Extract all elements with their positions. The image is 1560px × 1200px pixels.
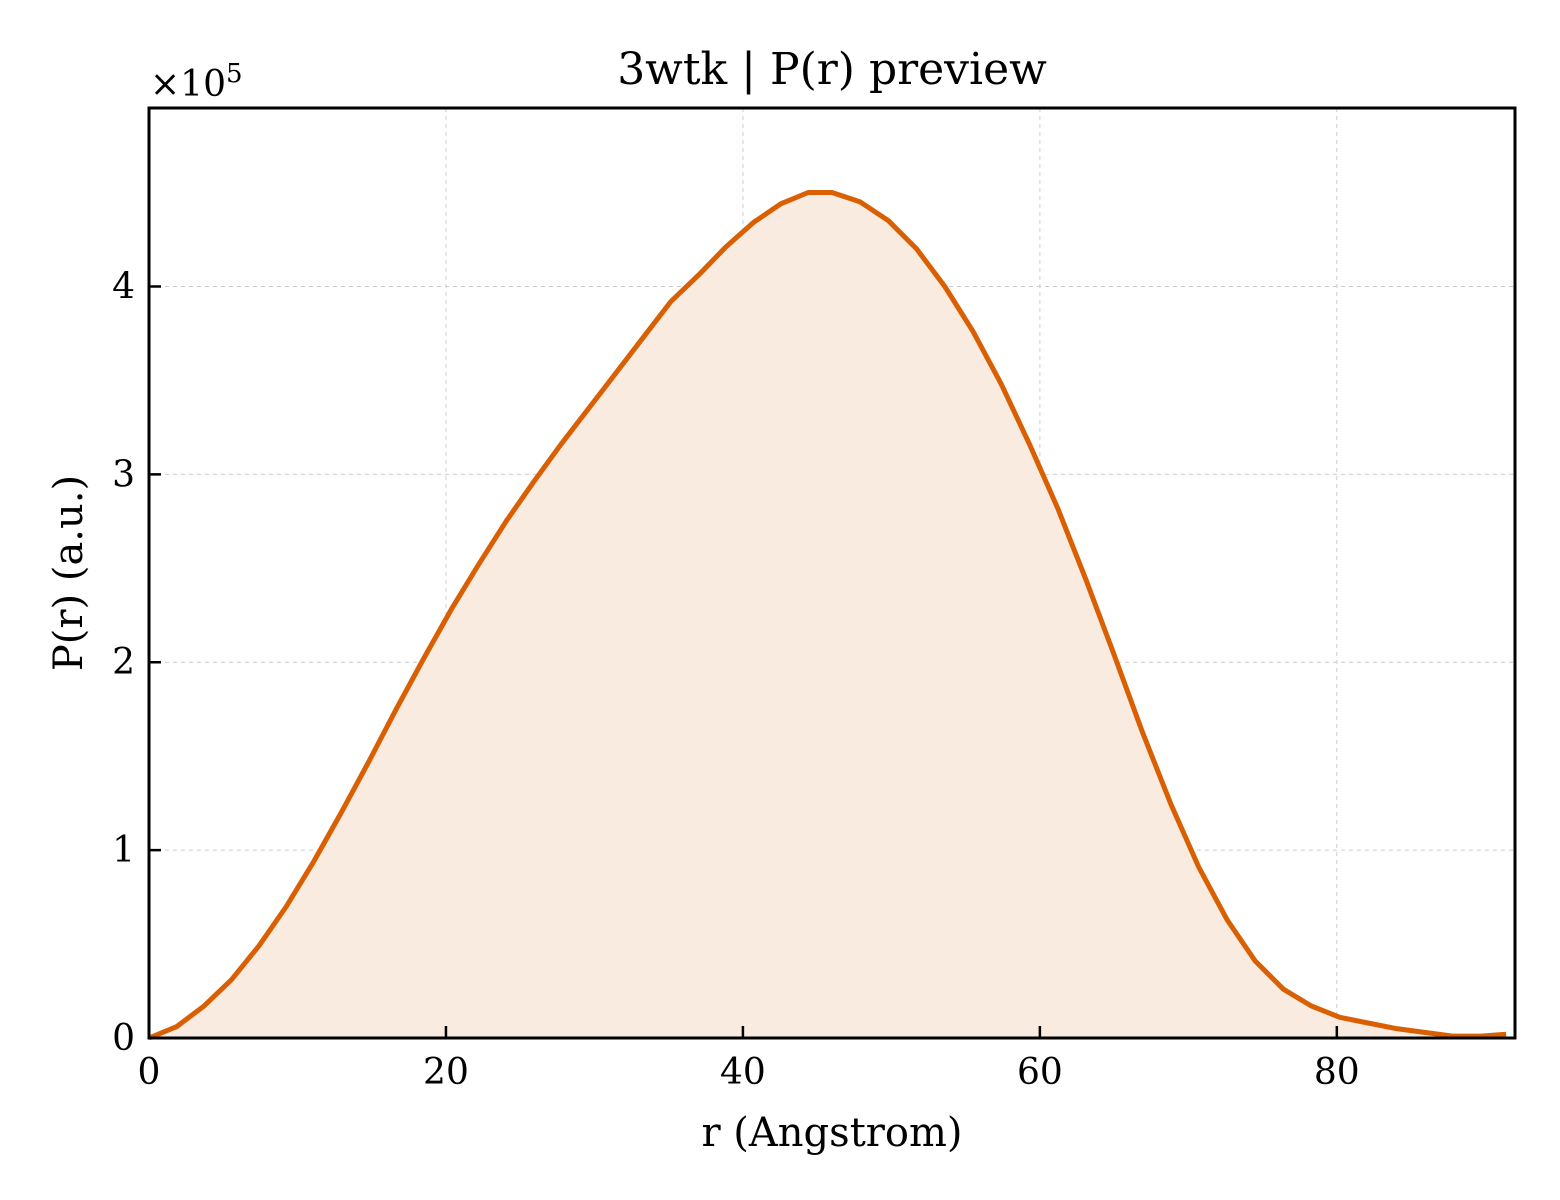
y-scale-base: ×10 — [150, 64, 226, 105]
x-tick-label: 20 — [423, 1052, 469, 1093]
y-tick-label: 4 — [112, 266, 135, 307]
pr-series-line — [148, 190, 1507, 1041]
y-tick-label: 2 — [112, 642, 135, 683]
y-tick-label: 0 — [112, 1018, 135, 1059]
y-tick-label: 1 — [112, 830, 135, 871]
y-axis-label: P(r) (a.u.) — [46, 475, 92, 671]
axis-ticks: 0 20 40 60 80 0 1 2 3 4 — [112, 266, 1360, 1093]
x-axis-label: r (Angstrom) — [701, 1110, 962, 1156]
plot-frame — [147, 106, 1517, 1040]
x-tick-label: 60 — [1017, 1052, 1063, 1093]
chart-title: 3wtk | P(r) preview — [617, 44, 1047, 95]
y-tick-label: 3 — [112, 454, 135, 495]
y-scale-exponent: 5 — [226, 59, 243, 89]
x-tick-label: 80 — [1314, 1052, 1360, 1093]
y-scale-multiplier: ×105 — [150, 59, 243, 105]
x-tick-label: 40 — [720, 1052, 766, 1093]
x-tick-label: 0 — [138, 1052, 161, 1093]
pr-area-fill — [149, 192, 1507, 1038]
